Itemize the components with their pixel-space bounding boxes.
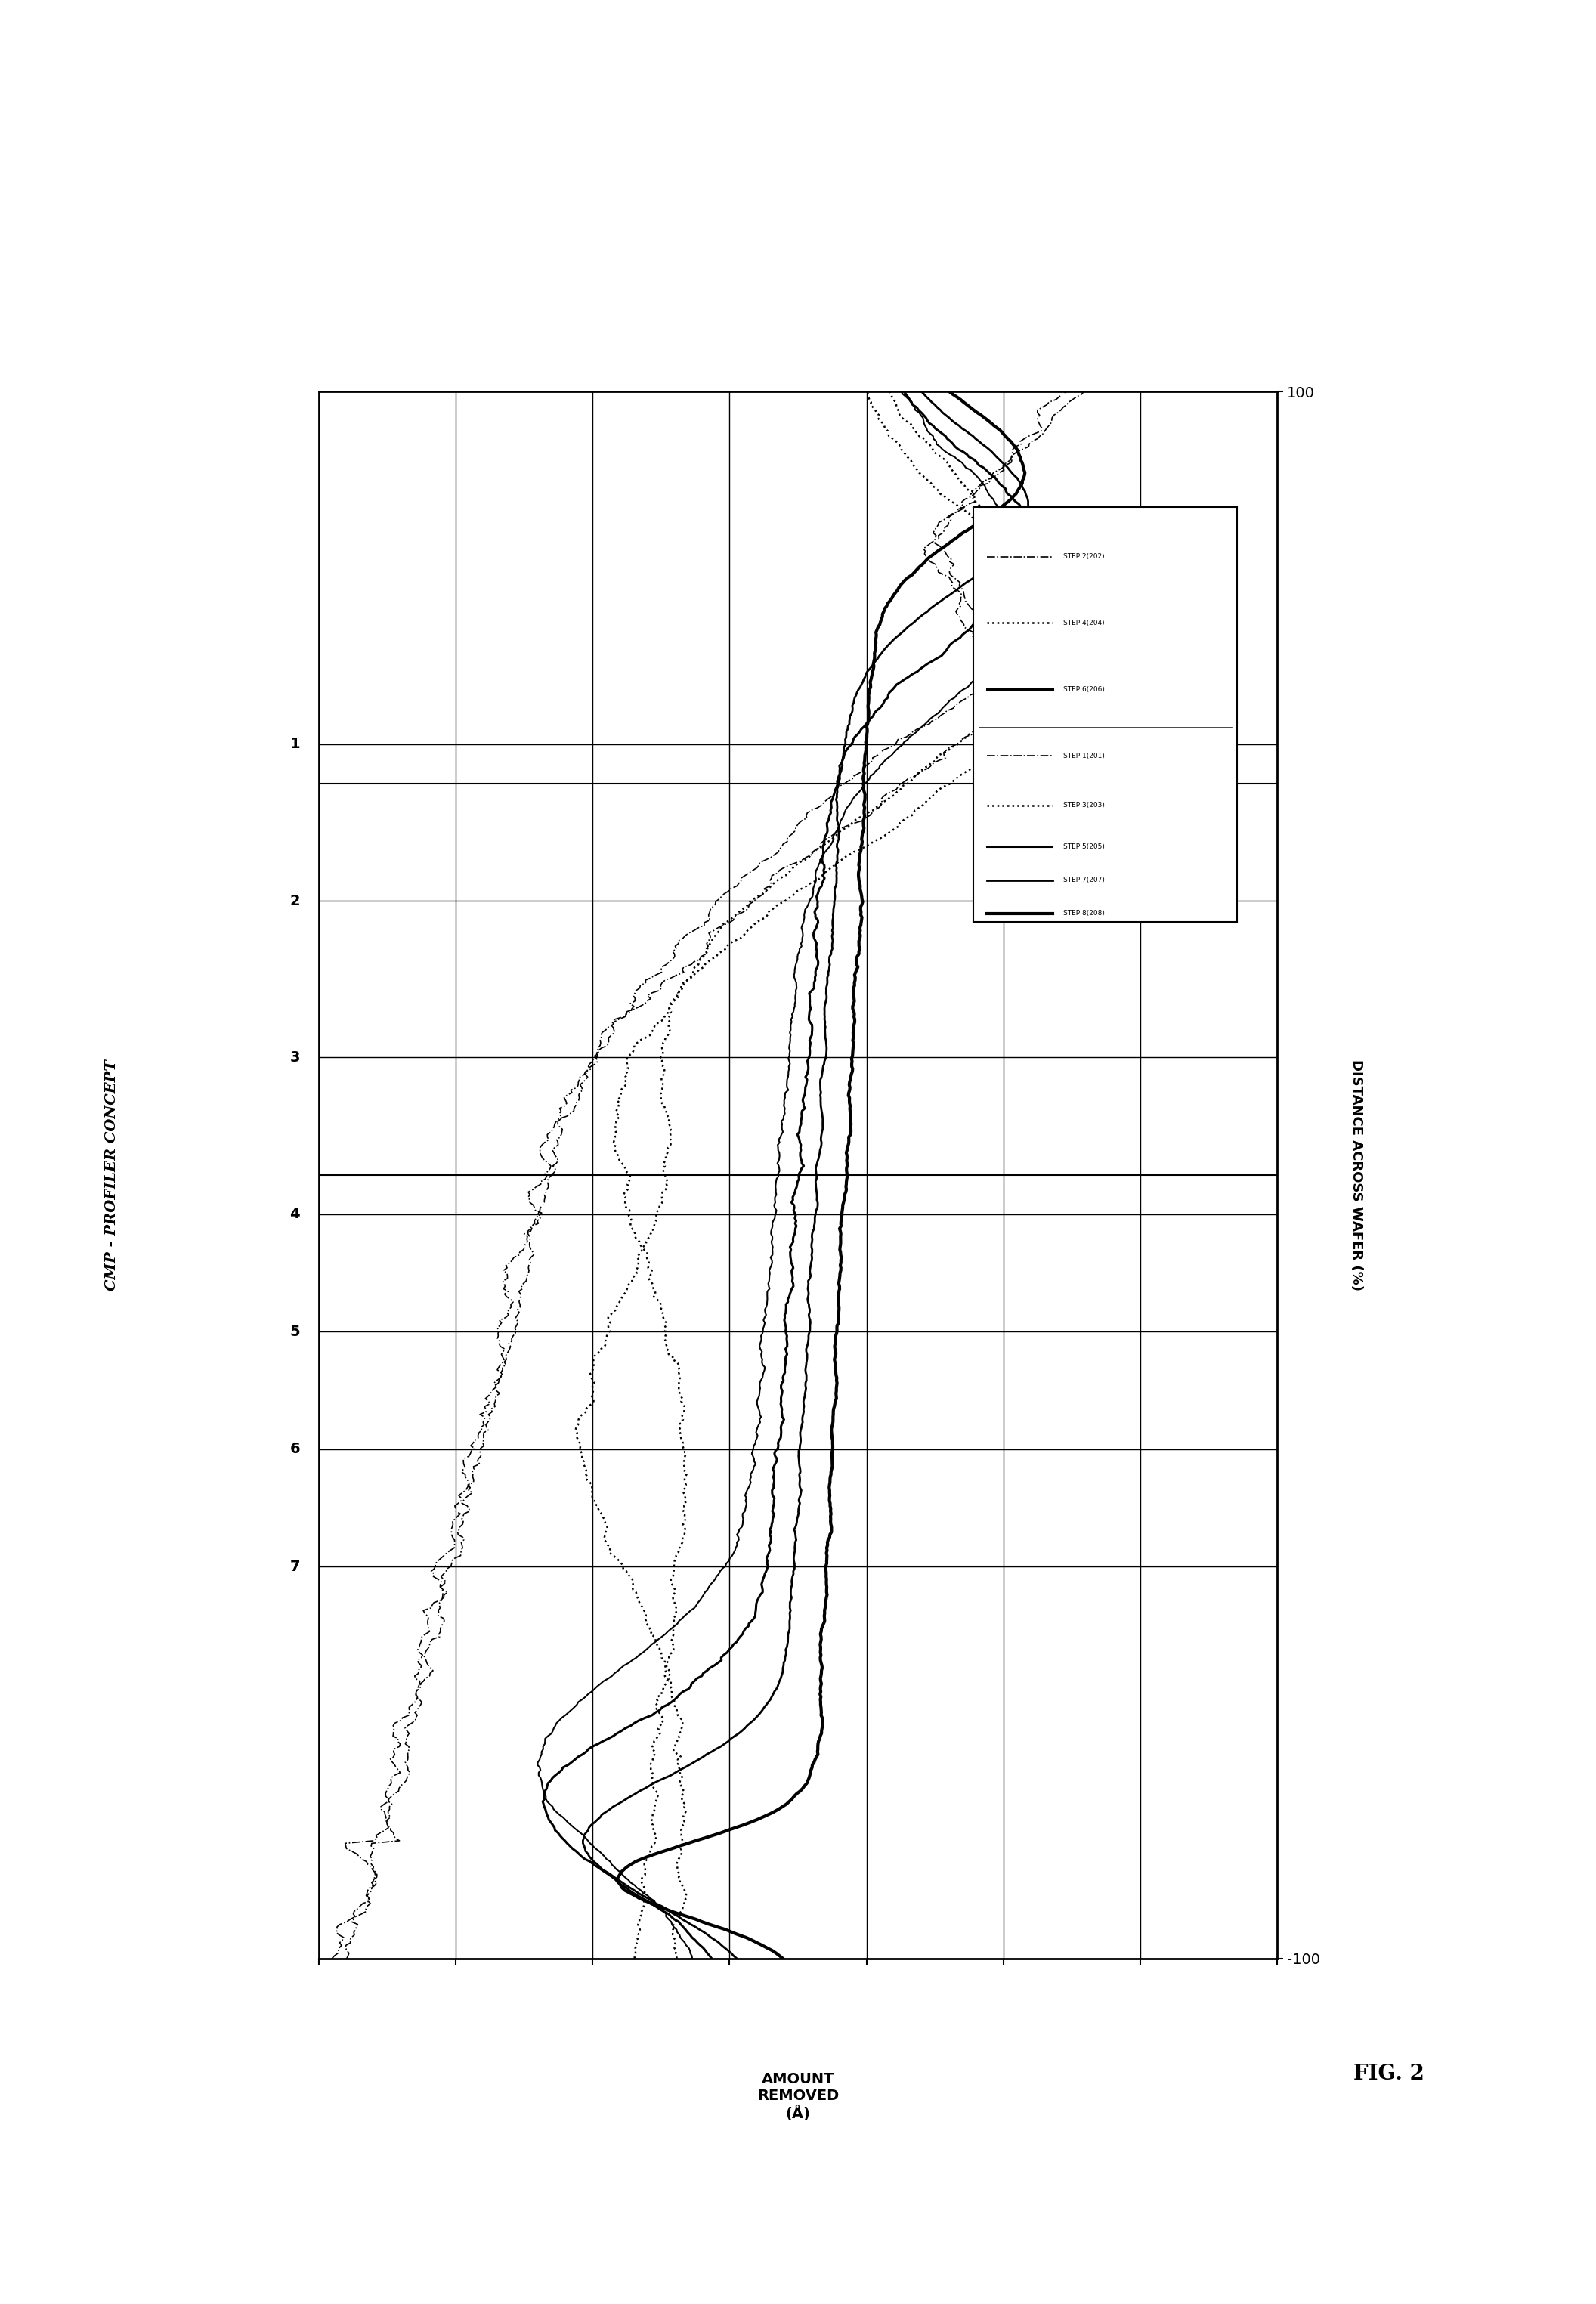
Text: STEP 1(201): STEP 1(201) xyxy=(1063,753,1104,758)
Text: STEP 3(203): STEP 3(203) xyxy=(1063,802,1104,809)
Text: CMP - PROFILER CONCEPT: CMP - PROFILER CONCEPT xyxy=(105,1060,118,1290)
Text: STEP 2(202): STEP 2(202) xyxy=(1063,553,1104,560)
Text: AMOUNT
REMOVED
(Å): AMOUNT REMOVED (Å) xyxy=(757,2071,839,2122)
Text: 6: 6 xyxy=(290,1442,300,1456)
Text: STEP 7(207): STEP 7(207) xyxy=(1063,878,1104,882)
Text: 1: 1 xyxy=(290,737,300,751)
Text: DISTANCE ACROSS WAFER (%): DISTANCE ACROSS WAFER (%) xyxy=(1350,1060,1363,1290)
Text: 2: 2 xyxy=(290,894,300,908)
Text: 4: 4 xyxy=(290,1207,300,1221)
Text: 5: 5 xyxy=(290,1325,300,1339)
Text: STEP 6(206): STEP 6(206) xyxy=(1063,687,1104,694)
Text: 3: 3 xyxy=(290,1051,300,1064)
Text: STEP 8(208): STEP 8(208) xyxy=(1063,910,1104,917)
Text: 7: 7 xyxy=(290,1560,300,1574)
Text: STEP 4(204): STEP 4(204) xyxy=(1063,620,1104,627)
Text: FIG. 2: FIG. 2 xyxy=(1353,2064,1424,2083)
Text: STEP 5(205): STEP 5(205) xyxy=(1063,843,1104,850)
